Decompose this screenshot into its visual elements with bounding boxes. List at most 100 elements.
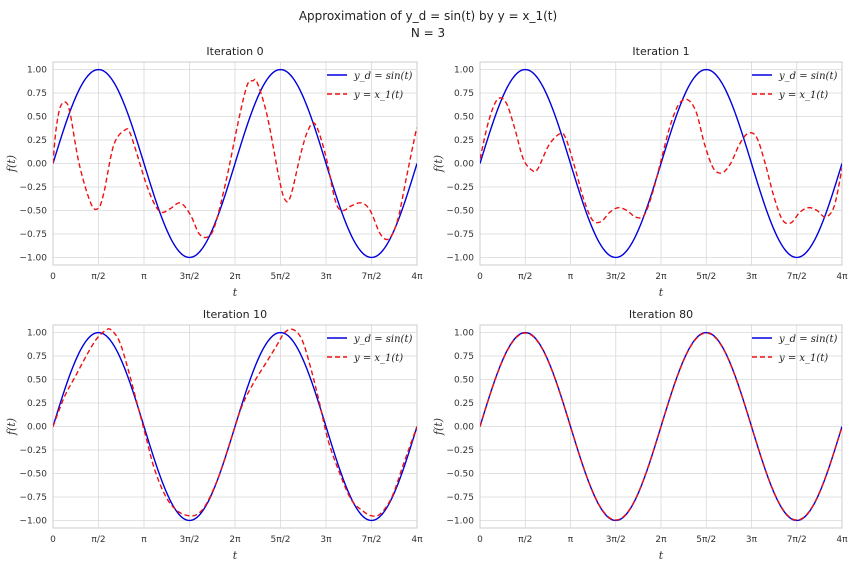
x-tick-label: 4π	[411, 535, 423, 545]
y-axis-label: f(t)	[432, 155, 445, 173]
x-axis-label: t	[233, 549, 238, 562]
y-tick-label: −0.25	[446, 183, 474, 193]
x-tick-label: 7π/2	[362, 272, 382, 282]
legend-label: y = x_1(t)	[353, 90, 403, 101]
subplot-title: Iteration 80	[629, 308, 693, 321]
x-tick-label: 3π/2	[180, 272, 200, 282]
x-tick-label: 7π/2	[787, 272, 807, 282]
x-tick-label: 4π	[836, 535, 848, 545]
y-tick-label: 0.00	[454, 160, 474, 170]
y-tick-label: −1.00	[446, 516, 474, 526]
y-tick-label: 1.00	[454, 329, 474, 339]
x-tick-label: 0	[477, 535, 483, 545]
subplot-2: 0 π/2 π 3π/2 2π 5π/2 3π 7π/2 4π −1.00 −0.75 −0.50 −0…	[432, 45, 848, 299]
x-tick-label: 3π	[320, 535, 332, 545]
x-tick-label: 5π/2	[271, 535, 291, 545]
figure-title: Approximation of y_d = sin(t) by y = x_1…	[299, 9, 557, 23]
series-approx-line	[480, 332, 842, 521]
subplot-title: Iteration 1	[632, 45, 689, 58]
x-axis-label: t	[659, 549, 664, 562]
y-tick-label: −0.25	[446, 446, 474, 456]
x-tick-label: π/2	[91, 535, 105, 545]
x-tick-label: 2π	[655, 272, 667, 282]
x-tick-label: 4π	[836, 272, 848, 282]
y-tick-label: −0.75	[19, 493, 47, 503]
y-axis-label: f(t)	[5, 155, 18, 173]
y-tick-label: 0.00	[27, 423, 47, 433]
legend-label: y_d = sin(t)	[778, 71, 837, 82]
x-tick-label: 2π	[229, 272, 241, 282]
y-tick-label: 0.50	[27, 376, 47, 386]
x-tick-label: 2π	[229, 535, 241, 545]
y-axis-label: f(t)	[5, 418, 18, 436]
x-tick-label: 4π	[411, 272, 423, 282]
legend-label: y_d = sin(t)	[353, 334, 412, 345]
y-tick-label: 0.50	[454, 113, 474, 123]
y-tick-label: −0.75	[446, 230, 474, 240]
x-tick-label: 3π/2	[606, 272, 626, 282]
x-tick-label: π/2	[518, 535, 532, 545]
subplot-title: Iteration 10	[203, 308, 267, 321]
y-tick-label: 0.75	[454, 352, 474, 362]
x-tick-label: 5π/2	[696, 535, 716, 545]
x-axis-label: t	[659, 286, 664, 299]
y-tick-label: −0.25	[19, 183, 47, 193]
y-tick-label: −1.00	[19, 516, 47, 526]
x-tick-label: 3π/2	[180, 535, 200, 545]
y-tick-label: −1.00	[446, 253, 474, 263]
x-tick-label: 0	[50, 272, 56, 282]
legend-label: y_d = sin(t)	[778, 334, 837, 345]
series-target-line	[53, 331, 417, 522]
y-tick-label: 0.25	[454, 136, 474, 146]
legend-label: y = x_1(t)	[778, 353, 828, 364]
y-tick-label: 0.75	[27, 352, 47, 362]
y-tick-label: −0.50	[446, 206, 474, 216]
x-tick-label: 5π/2	[271, 272, 291, 282]
series-approx-line	[480, 97, 842, 225]
x-tick-label: 3π	[746, 272, 758, 282]
x-tick-label: 5π/2	[696, 272, 716, 282]
subplot-1: 0 π/2 π 3π/2 2π 5π/2 3π 7π/2 4π −1.00 −0.75 −0.50 −0…	[5, 45, 423, 299]
x-tick-label: 0	[477, 272, 483, 282]
subplot-title: Iteration 0	[206, 45, 263, 58]
x-tick-label: 3π	[320, 272, 332, 282]
x-tick-label: 2π	[655, 535, 667, 545]
x-axis-label: t	[233, 286, 238, 299]
legend-label: y_d = sin(t)	[353, 71, 412, 82]
figure-subtitle: N = 3	[411, 26, 445, 40]
x-tick-label: 3π/2	[606, 535, 626, 545]
x-tick-label: π/2	[91, 272, 105, 282]
y-tick-label: −0.25	[19, 446, 47, 456]
y-tick-label: 0.75	[27, 89, 47, 99]
y-tick-label: −0.50	[19, 206, 47, 216]
series-approx-line	[53, 78, 417, 241]
y-tick-label: 0.00	[27, 160, 47, 170]
y-tick-label: 0.25	[27, 399, 47, 409]
y-tick-label: −0.50	[19, 469, 47, 479]
x-tick-label: π	[568, 535, 574, 545]
y-tick-label: 1.00	[27, 329, 47, 339]
y-tick-label: 1.00	[27, 66, 47, 76]
y-tick-label: 1.00	[454, 66, 474, 76]
subplot-grid: 0 π/2 π 3π/2 2π 5π/2 3π 7π/2 4π −1.00 −0.75 −0.50 −0…	[5, 45, 848, 562]
y-tick-label: 0.25	[454, 399, 474, 409]
series-target-line	[480, 68, 842, 259]
y-tick-label: −0.50	[446, 469, 474, 479]
y-tick-label: 0.00	[454, 423, 474, 433]
x-tick-label: π	[141, 535, 147, 545]
subplot-4: 0 π/2 π 3π/2 2π 5π/2 3π 7π/2 4π −1.00 −0.75 −0.50 −0…	[432, 308, 848, 562]
x-tick-label: 7π/2	[787, 535, 807, 545]
y-tick-label: 0.75	[454, 89, 474, 99]
y-tick-label: 0.25	[27, 136, 47, 146]
x-tick-label: 7π/2	[362, 535, 382, 545]
y-tick-label: 0.50	[454, 376, 474, 386]
series-approx-line	[53, 328, 417, 517]
y-tick-label: −0.75	[19, 230, 47, 240]
y-tick-label: −0.75	[446, 493, 474, 503]
legend-label: y = x_1(t)	[778, 90, 828, 101]
x-tick-label: 0	[50, 535, 56, 545]
x-tick-label: 3π	[746, 535, 758, 545]
x-tick-label: π	[141, 272, 147, 282]
series-target-line	[53, 68, 417, 259]
